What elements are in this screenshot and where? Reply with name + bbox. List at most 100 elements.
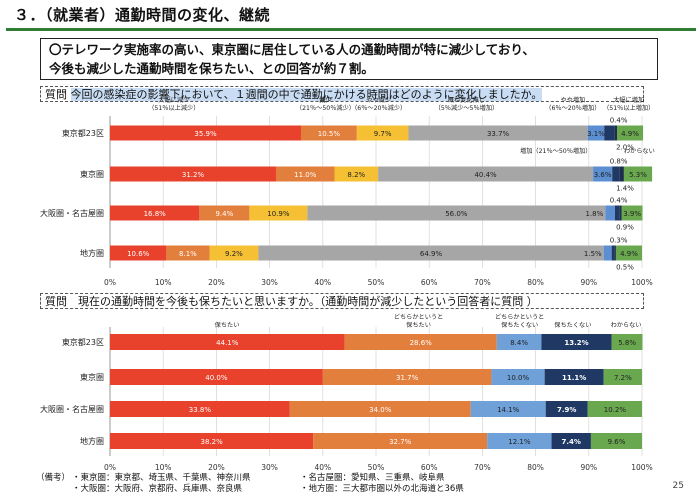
chart1-x-tick-label: 90%	[580, 278, 597, 287]
chart2-data-label: 13.2%	[564, 339, 588, 347]
chart1-annotation: 増加（21％～50％増加）	[520, 147, 591, 155]
chart1-bar-segment	[378, 166, 594, 182]
chart1-data-label: 0.3%	[610, 237, 628, 245]
chart1-bar-segment	[623, 166, 653, 182]
chart2-annotation: どちらかというと	[394, 313, 444, 321]
chart1-data-label: 56.0%	[445, 210, 468, 218]
chart2-bar-segment	[470, 401, 546, 417]
chart1-bar-segment	[258, 245, 604, 261]
chart1-data-label: 31.2%	[182, 171, 205, 179]
footnote-right-line-2: ・地方圏：三大都市圏以外の北海道と36県	[300, 484, 464, 494]
chart2-bar-segment	[491, 369, 545, 385]
chart1-bar-segment	[249, 205, 308, 221]
chart1-data-label: 3.6%	[594, 171, 612, 179]
chart1-annotation: やや減少	[366, 96, 391, 104]
chart2-annotation: 保ちたい	[215, 321, 240, 329]
chart1-data-label: 5.3%	[629, 171, 647, 179]
chart1-bar-segment	[619, 166, 624, 182]
chart1-bar-segment	[604, 125, 615, 141]
chart1-bar-segment	[621, 205, 643, 221]
chart1-annotation: （5％減少～5％増加）	[435, 104, 499, 112]
footnote-left-line-1: ・東京圏：東京都、埼玉県、千葉県、神奈川県	[72, 473, 251, 483]
chart1-category-label: 地方圏	[80, 248, 104, 258]
chart1-category-label: 大阪圏・名古屋圏	[40, 208, 104, 218]
chart1-data-label: 0.9%	[616, 224, 634, 232]
chart1-x-tick-label: 80%	[527, 278, 544, 287]
chart1-data-label: 40.4%	[474, 171, 497, 179]
chart1-category-label: 東京圏	[80, 169, 104, 179]
chart2-x-tick-label: 90%	[580, 463, 597, 472]
chart1-x-tick-label: 30%	[261, 278, 278, 287]
chart2-data-label: 7.2%	[614, 374, 632, 382]
chart2-bar-segment	[344, 334, 497, 350]
chart2-data-label: 10.0%	[507, 374, 530, 382]
chart1-bar-segment	[612, 166, 620, 182]
chart1-data-label: 0.5%	[616, 264, 634, 272]
chart2-bar-segment	[545, 401, 588, 417]
chart1-bar-segment	[603, 245, 612, 261]
chart2-annotation: 保ちたくない	[554, 321, 591, 329]
chart1-x-tick-label: 40%	[314, 278, 331, 287]
chart2-x-tick-label: 100%	[631, 463, 652, 472]
chart2-annotation: わからない	[611, 322, 642, 329]
chart2-bar-segment	[611, 334, 643, 350]
chart1-bar-segment	[334, 166, 379, 182]
chart1-x-tick-label: 0%	[104, 278, 116, 287]
question-1-box: 質問 今回の感染症の影響下において、１週間の中で通勤にかける時間はどのように変化…	[40, 86, 644, 102]
question-2-box: 質問 現在の通勤時間を今後も保ちたいと思いますか。（通勤時間が減少したという回答…	[40, 293, 644, 309]
chart1-bar-segment	[611, 245, 615, 261]
chart1-annotation: 概ね変化無し	[448, 96, 485, 104]
chart2-bar-segment	[590, 433, 642, 449]
chart2-bar-segment	[110, 334, 345, 350]
chart2-data-label: 7.9%	[557, 406, 576, 414]
chart2-x-tick-label: 60%	[421, 463, 438, 472]
chart1-data-label: 1.4%	[616, 185, 634, 193]
chart1-bar-segment	[408, 125, 588, 141]
chart1-data-label: 9.2%	[225, 250, 243, 258]
chart1-data-label: 10.6%	[127, 250, 150, 258]
chart1-annotation: わからない	[624, 148, 655, 155]
chart1-data-label: 4.9%	[621, 130, 639, 138]
chart2-data-label: 40.0%	[205, 374, 228, 382]
chart2-category-label: 東京圏	[80, 372, 104, 382]
chart2-annotation: 保ちたくない	[501, 321, 538, 329]
footnote-left: ・東京圏：東京都、埼玉県、千葉県、神奈川県 ・大阪圏：大阪府、京都府、兵庫県、奈…	[72, 473, 251, 495]
chart1-x-tick-label: 20%	[208, 278, 225, 287]
chart1-data-label: 16.8%	[144, 210, 167, 218]
chart1-bar-segment	[619, 205, 622, 221]
chart2-x-tick-label: 40%	[314, 463, 331, 472]
chart2-bar-segment	[551, 433, 591, 449]
chart2-data-label: 14.1%	[497, 406, 520, 414]
chart2-bar-segment	[289, 401, 471, 417]
chart1-data-label: 64.9%	[420, 250, 443, 258]
chart2-bar-segment	[541, 334, 612, 350]
chart2-data-label: 34.0%	[369, 406, 392, 414]
chart2-data-label: 31.7%	[396, 374, 419, 382]
chart1-data-label: 10.5%	[318, 130, 341, 138]
footnote-right-line-1: ・名古屋圏：愛知県、三重県、岐阜県	[300, 473, 445, 483]
summary-box: 〇テレワーク実施率の高い、東京圏に居住している人の通勤時間が特に減少しており、 …	[40, 38, 658, 80]
chart1-data-label: 0.4%	[610, 197, 628, 205]
footnote: （備考）	[36, 473, 70, 484]
question-1-prefix: 質問	[45, 88, 67, 101]
chart2-data-label: 32.7%	[389, 438, 412, 446]
chart2-data-label: 11.1%	[562, 374, 586, 382]
chart1-annotation: （6％～20％増加）	[545, 104, 600, 112]
chart1-bar-segment	[110, 166, 276, 182]
footnote-label: （備考）	[36, 473, 71, 483]
summary-line-1: 〇テレワーク実施率の高い、東京圏に居住している人の通勤時間が特に減少しており、	[49, 42, 535, 57]
chart1-data-label: 4.9%	[620, 250, 638, 258]
chart1-bar-segment	[110, 245, 167, 261]
chart2-bar-segment	[110, 433, 314, 449]
footnote-left-line-2: ・大阪圏：大阪府、京都府、兵庫県、奈良県	[72, 484, 243, 494]
chart1-annotation: （21％～50％減少）	[296, 104, 355, 112]
chart2-category-label: 東京都23区	[62, 337, 104, 347]
chart2-x-tick-label: 50%	[368, 463, 385, 472]
question-1-text: 今回の感染症の影響下において、１週間の中で通勤にかける時間はどのように変化しまし…	[70, 88, 543, 101]
chart1-annotation: 減少	[319, 96, 332, 104]
chart1-bar-segment	[614, 125, 617, 141]
chart2-data-label: 9.6%	[608, 438, 626, 446]
chart1-annotation: 大幅に増加	[613, 96, 644, 104]
chart1-x-tick-label: 10%	[155, 278, 172, 287]
chart1-annotation: （6％～20％減少）	[351, 104, 406, 112]
